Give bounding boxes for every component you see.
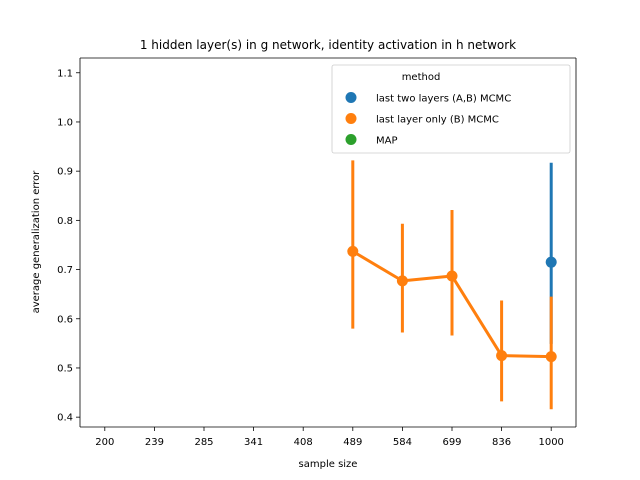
plot-area: 200 239 285 341 408 489 584 699 836 1000 0.4 0.5 0.6…	[57, 57, 577, 448]
data-point	[446, 270, 458, 282]
x-tick-label: 341	[244, 437, 263, 448]
legend-entry: MAP	[376, 136, 398, 147]
x-tick-label: 836	[492, 437, 511, 448]
y-axis-label: average generalization error	[31, 170, 42, 314]
legend-frame	[331, 64, 571, 154]
data-point	[347, 245, 359, 257]
x-tick-label: 1000	[538, 437, 563, 448]
y-tick-label: 0.5	[57, 363, 73, 374]
data-point	[545, 351, 557, 363]
x-tick-label: 584	[393, 437, 412, 448]
chart-title: 1 hidden layer(s) in g network, identity…	[140, 38, 516, 52]
legend-entry: last two layers (A,B) MCMC	[376, 94, 511, 105]
x-tick-label: 285	[194, 437, 213, 448]
legend-title: method	[402, 72, 441, 83]
x-tick-label: 239	[145, 437, 164, 448]
x-tick-label: 408	[294, 437, 313, 448]
data-point	[396, 275, 408, 287]
legend-marker	[345, 113, 357, 124]
legend-marker	[345, 92, 357, 103]
x-tick-label: 699	[442, 437, 461, 448]
legend: method last two layers (A,B) MCMC last lay…	[331, 64, 571, 154]
y-tick-label: 0.4	[57, 413, 73, 424]
y-tick-label: 1.0	[57, 117, 73, 128]
x-tick-label: 200	[95, 437, 114, 448]
y-tick-label: 0.7	[57, 265, 73, 276]
y-tick-label: 0.9	[57, 167, 73, 178]
legend-marker	[345, 134, 357, 145]
legend-entry: last layer only (B) MCMC	[376, 115, 499, 126]
data-point	[496, 350, 508, 362]
x-axis-label: sample size	[299, 459, 358, 470]
y-tick-label: 0.6	[57, 314, 73, 325]
y-tick-label: 1.1	[57, 68, 73, 79]
y-tick-label: 0.8	[57, 216, 73, 227]
data-point	[545, 256, 557, 268]
x-tick-label: 489	[343, 437, 362, 448]
